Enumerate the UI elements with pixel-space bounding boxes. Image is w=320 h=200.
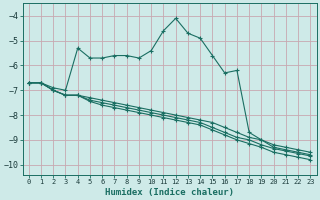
X-axis label: Humidex (Indice chaleur): Humidex (Indice chaleur) [105,188,234,197]
